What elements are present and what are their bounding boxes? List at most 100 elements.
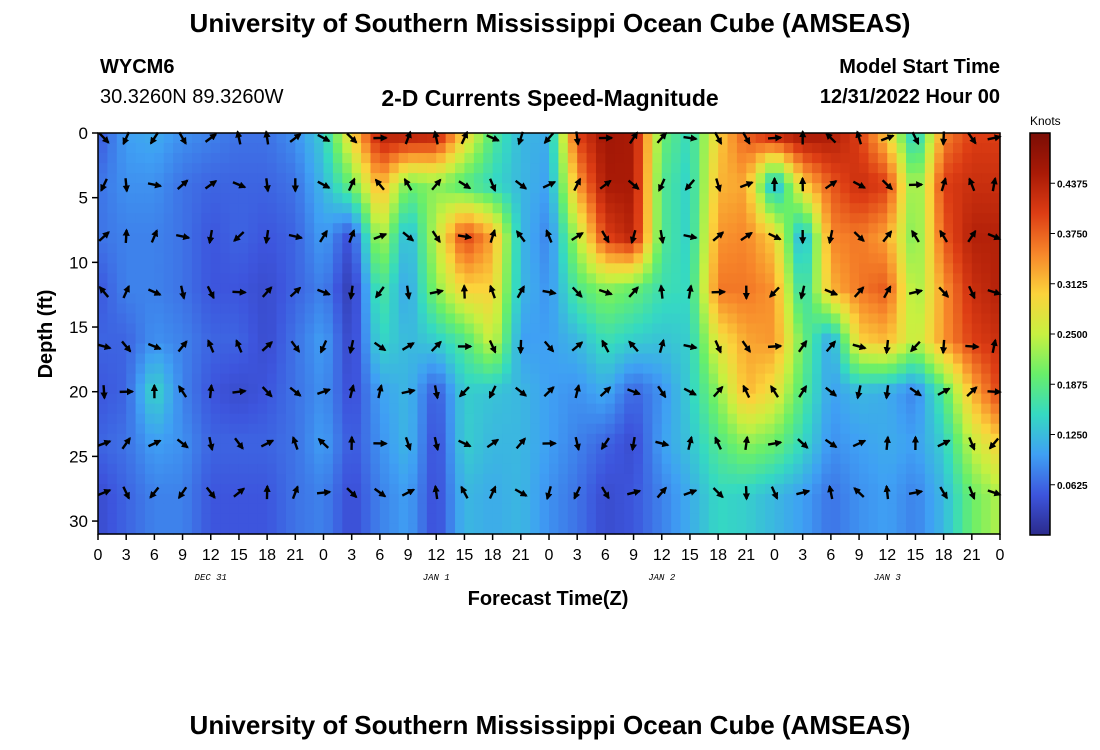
heatmap-cell: [107, 243, 118, 254]
current-vector-arrow: [712, 487, 724, 499]
current-vector-arrow: [206, 285, 215, 300]
heatmap-cell: [840, 313, 851, 325]
heatmap-cell: [464, 303, 475, 315]
heatmap-cell: [539, 203, 550, 214]
heatmap-cell: [746, 483, 757, 495]
heatmap-cell: [821, 153, 832, 164]
heatmap-cell: [558, 283, 569, 294]
heatmap-cell: [426, 353, 437, 365]
heatmap-cell: [107, 133, 118, 144]
heatmap-cell: [530, 143, 541, 154]
heatmap-cell: [182, 323, 193, 335]
heatmap-cell: [191, 163, 202, 174]
heatmap-cell: [849, 133, 860, 144]
heatmap-cell: [868, 233, 879, 244]
current-vector-arrow: [883, 385, 891, 400]
heatmap-cell: [943, 493, 954, 505]
heatmap-cell: [877, 453, 888, 465]
heatmap-cell: [332, 333, 343, 345]
heatmap-cell: [98, 453, 108, 465]
heatmap-cell: [201, 373, 212, 385]
heatmap-cell: [906, 453, 917, 465]
heatmap-cell: [398, 413, 409, 425]
heatmap-cell: [455, 293, 466, 305]
heatmap-cell: [718, 153, 729, 164]
heatmap-cell: [426, 263, 437, 274]
heatmap-cell: [173, 233, 184, 244]
heatmap-cell: [502, 283, 513, 294]
heatmap-cell: [210, 223, 221, 234]
heatmap-cell: [783, 213, 794, 224]
heatmap-cell: [314, 333, 325, 345]
heatmap-cell: [859, 213, 870, 224]
heatmap-cell: [981, 263, 992, 274]
heatmap-cell: [210, 253, 221, 264]
heatmap-cell: [210, 153, 221, 164]
heatmap-cell: [990, 323, 1001, 335]
heatmap-cell: [793, 483, 804, 495]
heatmap-cell: [783, 443, 794, 455]
heatmap-cell: [229, 183, 240, 194]
heatmap-cell: [220, 473, 231, 485]
heatmap-cell: [135, 183, 146, 194]
heatmap-cell: [953, 283, 964, 294]
heatmap-cell: [502, 313, 513, 325]
heatmap-cell: [285, 473, 296, 485]
heatmap-cell: [229, 463, 240, 475]
heatmap-cell: [934, 483, 945, 495]
current-vector-arrow: [883, 285, 892, 299]
heatmap-cell: [830, 503, 841, 515]
heatmap-cell: [126, 303, 137, 315]
heatmap-cell: [379, 243, 390, 254]
heatmap-cell: [323, 353, 334, 365]
heatmap-cell: [934, 343, 945, 355]
heatmap-cell: [98, 263, 108, 274]
heatmap-cell: [314, 443, 325, 455]
heatmap-cell: [144, 523, 155, 535]
heatmap-cell: [389, 173, 400, 184]
heatmap-cell: [821, 473, 832, 485]
heatmap-cell: [793, 263, 804, 274]
heatmap-cell: [126, 413, 137, 425]
heatmap-cell: [577, 223, 588, 234]
heatmap-cell: [455, 263, 466, 274]
current-vector-arrow: [98, 231, 110, 242]
heatmap-cell: [689, 193, 700, 204]
heatmap-cell: [530, 453, 541, 465]
heatmap-cell: [652, 203, 663, 214]
heatmap-cell: [736, 313, 747, 325]
heatmap-cell: [520, 223, 531, 234]
date-label: DEC 31: [195, 573, 227, 583]
heatmap-cell: [962, 253, 973, 264]
heatmap-cell: [248, 233, 259, 244]
heatmap-cell: [849, 343, 860, 355]
heatmap-cell: [520, 333, 531, 345]
heatmap-cell: [276, 283, 287, 294]
heatmap-cell: [614, 283, 625, 294]
heatmap-cell: [267, 253, 278, 264]
heatmap-cell: [314, 183, 325, 194]
heatmap-cell: [614, 233, 625, 244]
heatmap-cell: [896, 283, 907, 294]
heatmap-cell: [718, 423, 729, 435]
heatmap-cell: [812, 153, 823, 164]
heatmap-cell: [210, 323, 221, 335]
heatmap-cell: [220, 153, 231, 164]
heatmap-cell: [144, 443, 155, 455]
heatmap-cell: [849, 383, 860, 395]
heatmap-cell: [483, 233, 494, 244]
heatmap-cell: [464, 203, 475, 214]
heatmap-cell: [765, 233, 776, 244]
heatmap-cell: [953, 203, 964, 214]
heatmap-cell: [107, 213, 118, 224]
heatmap-cell: [107, 423, 118, 435]
heatmap-cell: [191, 203, 202, 214]
heatmap-cell: [896, 473, 907, 485]
heatmap-cell: [304, 193, 315, 204]
heatmap-cell: [342, 493, 353, 505]
heatmap-cell: [774, 393, 785, 405]
heatmap-cell: [144, 383, 155, 395]
heatmap-cell: [342, 253, 353, 264]
heatmap-cell: [915, 353, 926, 365]
heatmap-cell: [248, 153, 259, 164]
